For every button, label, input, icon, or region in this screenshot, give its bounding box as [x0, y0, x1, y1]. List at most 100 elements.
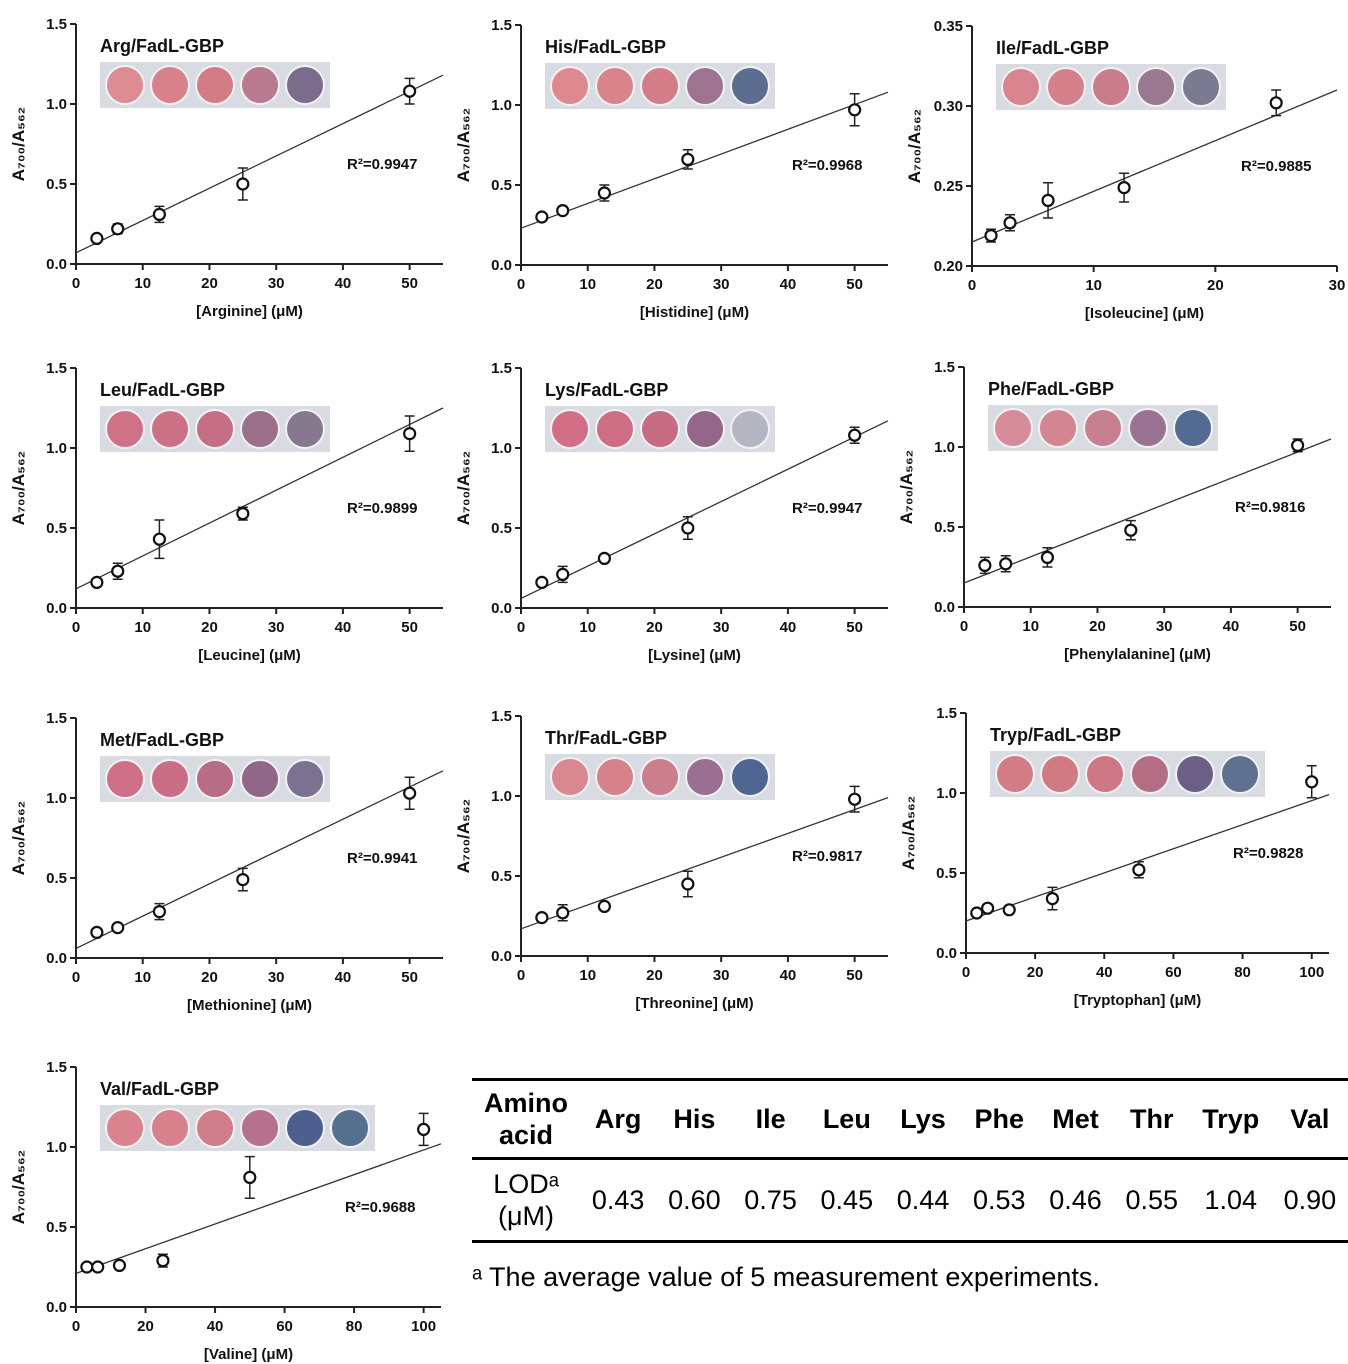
x-tick-label: 0 [517, 967, 525, 984]
x-tick-label: 10 [579, 276, 596, 293]
header-cell: Thr [1113, 1078, 1190, 1160]
point [152, 207, 167, 221]
well [285, 409, 325, 449]
well [640, 66, 680, 106]
x-tick-label: 20 [646, 619, 663, 636]
point [111, 920, 125, 935]
point [403, 427, 417, 441]
panel-title: Ile/FadL-GBP [996, 38, 1109, 58]
y-tick-label: 1.0 [491, 97, 512, 114]
cell: 0.43 [580, 1158, 657, 1243]
well [595, 757, 635, 797]
fit-line [965, 793, 1330, 922]
y-tick-label: 0.0 [46, 950, 67, 967]
well [150, 65, 190, 105]
well [240, 1108, 280, 1148]
point [152, 904, 167, 919]
x-tick-label: 10 [1022, 618, 1039, 635]
y-axis-label: A₇₀₀/A₅₆₂ [454, 799, 473, 873]
y-tick-label: 1.0 [46, 440, 67, 457]
cell: 1.04 [1189, 1158, 1272, 1243]
r-squared: R²=0.9941 [347, 850, 417, 867]
fit-line [520, 420, 889, 599]
x-tick-label: 30 [1156, 618, 1173, 635]
x-tick-label: 30 [268, 275, 285, 292]
x-tick-label: 40 [780, 619, 797, 636]
x-axis-label: [Lysine] (μM) [648, 647, 741, 664]
y-tick-label: 0.0 [491, 600, 512, 617]
point [981, 901, 995, 915]
point [1269, 96, 1283, 110]
point [403, 786, 417, 800]
x-tick-label: 0 [72, 969, 80, 986]
x-tick-label: 10 [134, 275, 151, 292]
x-tick-label: 0 [72, 1318, 80, 1335]
x-tick-label: 0 [72, 619, 80, 636]
header-cell: Met [1037, 1078, 1114, 1160]
fit-line [75, 1143, 442, 1275]
y-tick-label: 0.25 [934, 178, 963, 195]
well [550, 409, 590, 449]
x-tick-label: 30 [268, 969, 285, 986]
panel-title: Phe/FadL-GBP [988, 379, 1114, 399]
well [1173, 408, 1213, 448]
well [195, 65, 235, 105]
well [105, 1108, 145, 1148]
x-tick-label: 60 [276, 1318, 293, 1335]
header-cell: Arg [580, 1078, 657, 1160]
point [970, 906, 984, 920]
x-tick-label: 40 [207, 1318, 224, 1335]
y-axis-label: A₇₀₀/A₅₆₂ [9, 801, 28, 875]
y-tick-label: 1.5 [936, 705, 957, 722]
x-tick-label: 0 [960, 618, 968, 635]
well [640, 409, 680, 449]
well [1038, 408, 1078, 448]
well [105, 409, 145, 449]
well [330, 1108, 370, 1148]
well [730, 757, 770, 797]
well [595, 409, 635, 449]
well [240, 409, 280, 449]
point [556, 906, 570, 920]
cell: 0.55 [1113, 1158, 1190, 1243]
point [1040, 550, 1055, 565]
panel-title: Met/FadL-GBP [100, 730, 224, 750]
x-axis-label: [Valine] (μM) [204, 1346, 293, 1363]
y-axis-label: A₇₀₀/A₅₆₂ [905, 109, 924, 183]
fit-line [75, 770, 444, 949]
x-tick-label: 20 [1089, 618, 1106, 635]
point [80, 1260, 94, 1274]
point [236, 506, 250, 521]
x-tick-label: 50 [1289, 618, 1306, 635]
well [550, 757, 590, 797]
x-axis-label: [Leucine] (μM) [198, 647, 301, 664]
y-tick-label: 0.30 [934, 98, 963, 115]
point [681, 877, 695, 891]
header-cell: His [656, 1078, 733, 1160]
x-tick-label: 0 [72, 275, 80, 292]
well [240, 65, 280, 105]
point [112, 1258, 127, 1273]
y-axis-label: A₇₀₀/A₅₆₂ [454, 108, 473, 182]
y-tick-label: 1.0 [934, 439, 955, 456]
point [848, 792, 862, 806]
cell: 0.46 [1037, 1158, 1114, 1243]
header-cell: Phe [961, 1078, 1038, 1160]
point [556, 567, 570, 582]
point [681, 521, 695, 535]
x-axis-label: [Phenylalanine] (μM) [1064, 646, 1211, 663]
well [1181, 67, 1221, 107]
x-axis-label: [Threonine] (μM) [635, 995, 753, 1012]
point [984, 229, 998, 243]
point [1305, 775, 1319, 789]
point [90, 575, 104, 590]
x-tick-label: 20 [137, 1318, 154, 1335]
x-tick-label: 0 [962, 964, 970, 981]
r-squared: R²=0.9816 [1235, 499, 1305, 516]
r-squared: R²=0.9899 [347, 500, 417, 517]
y-tick-label: 0.5 [491, 520, 512, 537]
x-tick-label: 50 [401, 275, 418, 292]
r-squared: R²=0.9947 [347, 156, 417, 173]
y-tick-label: 0.0 [491, 948, 512, 965]
y-tick-label: 1.5 [491, 17, 512, 34]
